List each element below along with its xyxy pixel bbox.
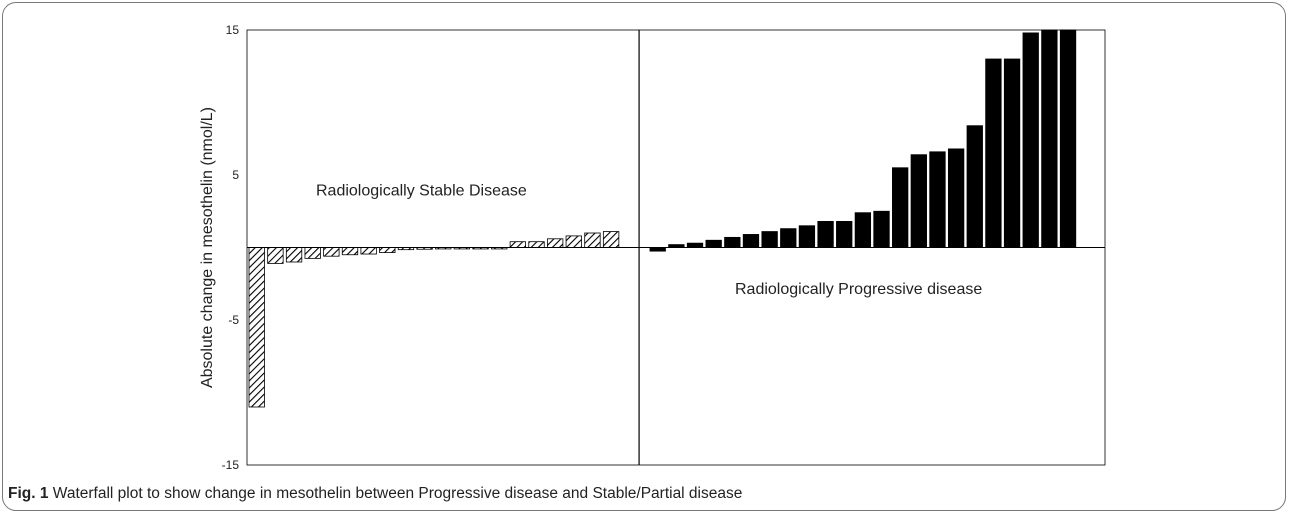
y-tick-label: 15 bbox=[226, 23, 240, 37]
progressive-disease-bar bbox=[761, 231, 778, 248]
progressive-disease-bar bbox=[836, 220, 853, 248]
stable-disease-bar bbox=[509, 241, 527, 248]
progressive-disease-bar bbox=[705, 239, 722, 248]
y-tick-label: 5 bbox=[232, 168, 239, 182]
progressive-disease-bar bbox=[985, 58, 1002, 248]
stable-disease-bar bbox=[248, 247, 265, 408]
y-tick-label: -15 bbox=[222, 458, 240, 472]
stable-disease-bar bbox=[602, 231, 620, 248]
progressive-disease-bar bbox=[686, 242, 704, 248]
progressive-disease-bar bbox=[966, 125, 983, 248]
figure-caption: Fig. 1 Waterfall plot to show change in … bbox=[8, 485, 742, 503]
caption-text: Waterfall plot to show change in mesothe… bbox=[48, 485, 743, 502]
stable-disease-bar bbox=[267, 247, 284, 264]
progressive-disease-bar bbox=[947, 148, 965, 248]
progressive-disease-bar bbox=[649, 247, 666, 252]
progressive-disease-bar bbox=[854, 212, 872, 248]
bars-group bbox=[248, 29, 1077, 408]
progressive-disease-annotation: Radiologically Progressive disease bbox=[735, 281, 982, 298]
progressive-disease-bar bbox=[929, 151, 946, 248]
stable-disease-bar bbox=[547, 238, 564, 248]
stable-disease-bar bbox=[323, 247, 340, 257]
stable-disease-bar bbox=[360, 247, 377, 255]
progressive-disease-bar bbox=[1003, 58, 1021, 248]
stable-disease-bar bbox=[341, 247, 359, 256]
y-tick-label: -5 bbox=[228, 313, 239, 327]
stable-disease-bar bbox=[379, 247, 396, 253]
progressive-disease-bar bbox=[892, 167, 909, 248]
progressive-disease-bar bbox=[724, 236, 741, 248]
progressive-disease-bar bbox=[780, 228, 797, 248]
stable-disease-bar bbox=[528, 241, 545, 248]
progressive-disease-bar bbox=[742, 234, 760, 248]
progressive-disease-bar bbox=[798, 225, 816, 248]
progressive-disease-bar bbox=[817, 220, 834, 248]
y-tick-labels: 15 5 -5 -15 bbox=[222, 23, 240, 472]
progressive-disease-bar bbox=[1059, 29, 1077, 248]
y-axis-label: Absolute change in mesothelin (nmol/L) bbox=[199, 107, 216, 388]
progressive-disease-bar bbox=[873, 210, 890, 248]
stable-disease-annotation: Radiologically Stable Disease bbox=[316, 182, 527, 199]
stable-disease-bar bbox=[565, 235, 582, 248]
progressive-disease-bar bbox=[910, 154, 927, 248]
stable-disease-bar bbox=[584, 232, 601, 248]
stable-disease-bar bbox=[285, 247, 303, 263]
waterfall-chart: 15 5 -5 -15 Absolute change in mesothelin (… bbox=[199, 23, 1106, 472]
progressive-disease-bar bbox=[1041, 29, 1058, 248]
progressive-disease-bar bbox=[1022, 32, 1039, 248]
figure-number: Fig. 1 bbox=[8, 485, 49, 502]
stable-disease-bar bbox=[304, 247, 321, 259]
